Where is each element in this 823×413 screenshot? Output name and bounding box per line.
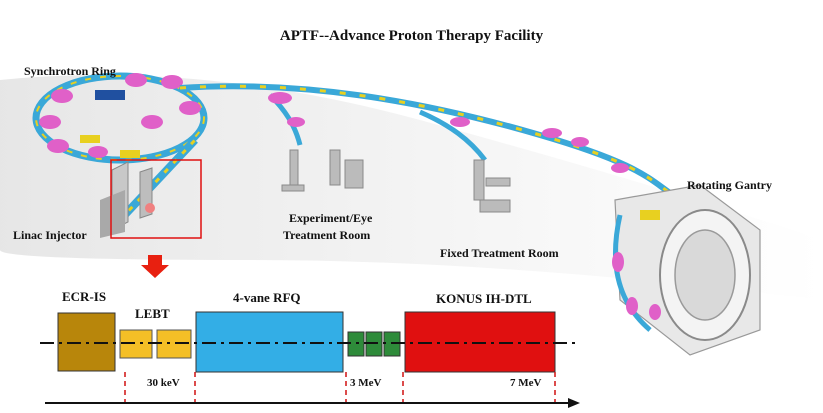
rfq-label: 4-vane RFQ xyxy=(233,290,301,305)
linac-injector-label: Linac Injector xyxy=(13,228,87,242)
rotating-gantry-label: Rotating Gantry xyxy=(687,178,772,192)
fixed-room-equipment xyxy=(473,159,511,213)
experiment-room-label-line2: Treatment Room xyxy=(283,228,371,242)
experiment-room-label-line1: Experiment/Eye xyxy=(289,211,373,225)
page-title: APTF--Advance Proton Therapy Facility xyxy=(279,28,544,44)
down-arrow-icon xyxy=(141,255,169,278)
ih-dtl-label: KONUS IH-DTL xyxy=(436,291,532,306)
experiment-room-equipment xyxy=(281,149,364,192)
energy-marker-7mev: 7 MeV xyxy=(510,377,542,389)
lebt-label: LEBT xyxy=(135,306,170,321)
energy-marker-30kev: 30 keV xyxy=(147,377,180,389)
rotating-gantry xyxy=(612,184,761,356)
ecr-is-label: ECR-IS xyxy=(62,289,107,304)
injector-highlight-box xyxy=(110,159,202,239)
energy-marker-3mev: 3 MeV xyxy=(350,377,382,389)
synchrotron-ring-label: Synchrotron Ring xyxy=(24,64,116,78)
transfer-beamline xyxy=(179,83,692,208)
linac-injector-line xyxy=(100,137,198,238)
fixed-treatment-room-label: Fixed Treatment Room xyxy=(440,246,559,260)
energy-axis-arrowhead xyxy=(568,398,580,408)
